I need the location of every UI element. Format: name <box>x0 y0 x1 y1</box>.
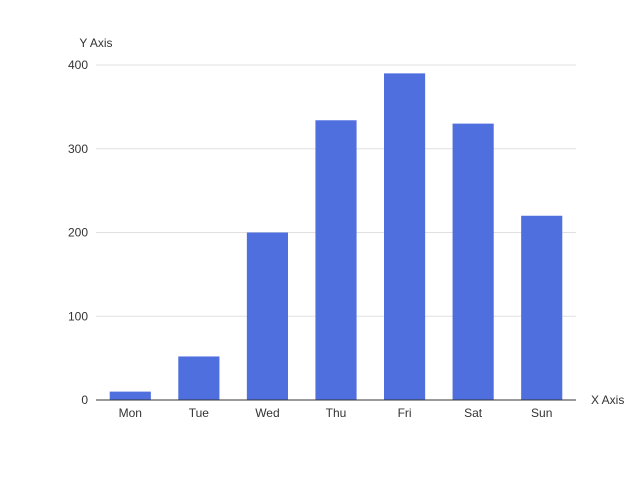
x-tick-label: Tue <box>189 406 210 420</box>
y-tick-label: 200 <box>68 226 88 240</box>
x-tick-label: Mon <box>119 406 142 420</box>
x-tick-labels: Mon Tue Wed Thu Fri Sat Sun <box>119 406 553 420</box>
y-tick-label: 100 <box>68 309 88 323</box>
x-tick-label: Sun <box>531 406 552 420</box>
x-axis-title: X Axis <box>591 393 624 407</box>
y-tick-label: 400 <box>68 58 88 72</box>
bars <box>109 73 563 401</box>
x-tick-label: Fri <box>398 406 412 420</box>
y-tick-label: 300 <box>68 142 88 156</box>
x-tick-label: Sat <box>464 406 483 420</box>
y-axis-title: Y Axis <box>79 36 112 50</box>
bar-thu <box>315 120 357 401</box>
bar-mon <box>109 391 151 400</box>
x-tick-label: Wed <box>255 406 279 420</box>
bar-tue <box>178 356 220 400</box>
bar-sat <box>452 123 494 400</box>
x-tick-label: Thu <box>326 406 347 420</box>
bar-fri <box>384 73 426 400</box>
bar-wed <box>246 232 288 400</box>
y-tick-label: 0 <box>81 393 88 407</box>
y-tick-labels: 0 100 200 300 400 <box>68 58 88 407</box>
bar-sun <box>521 215 563 400</box>
